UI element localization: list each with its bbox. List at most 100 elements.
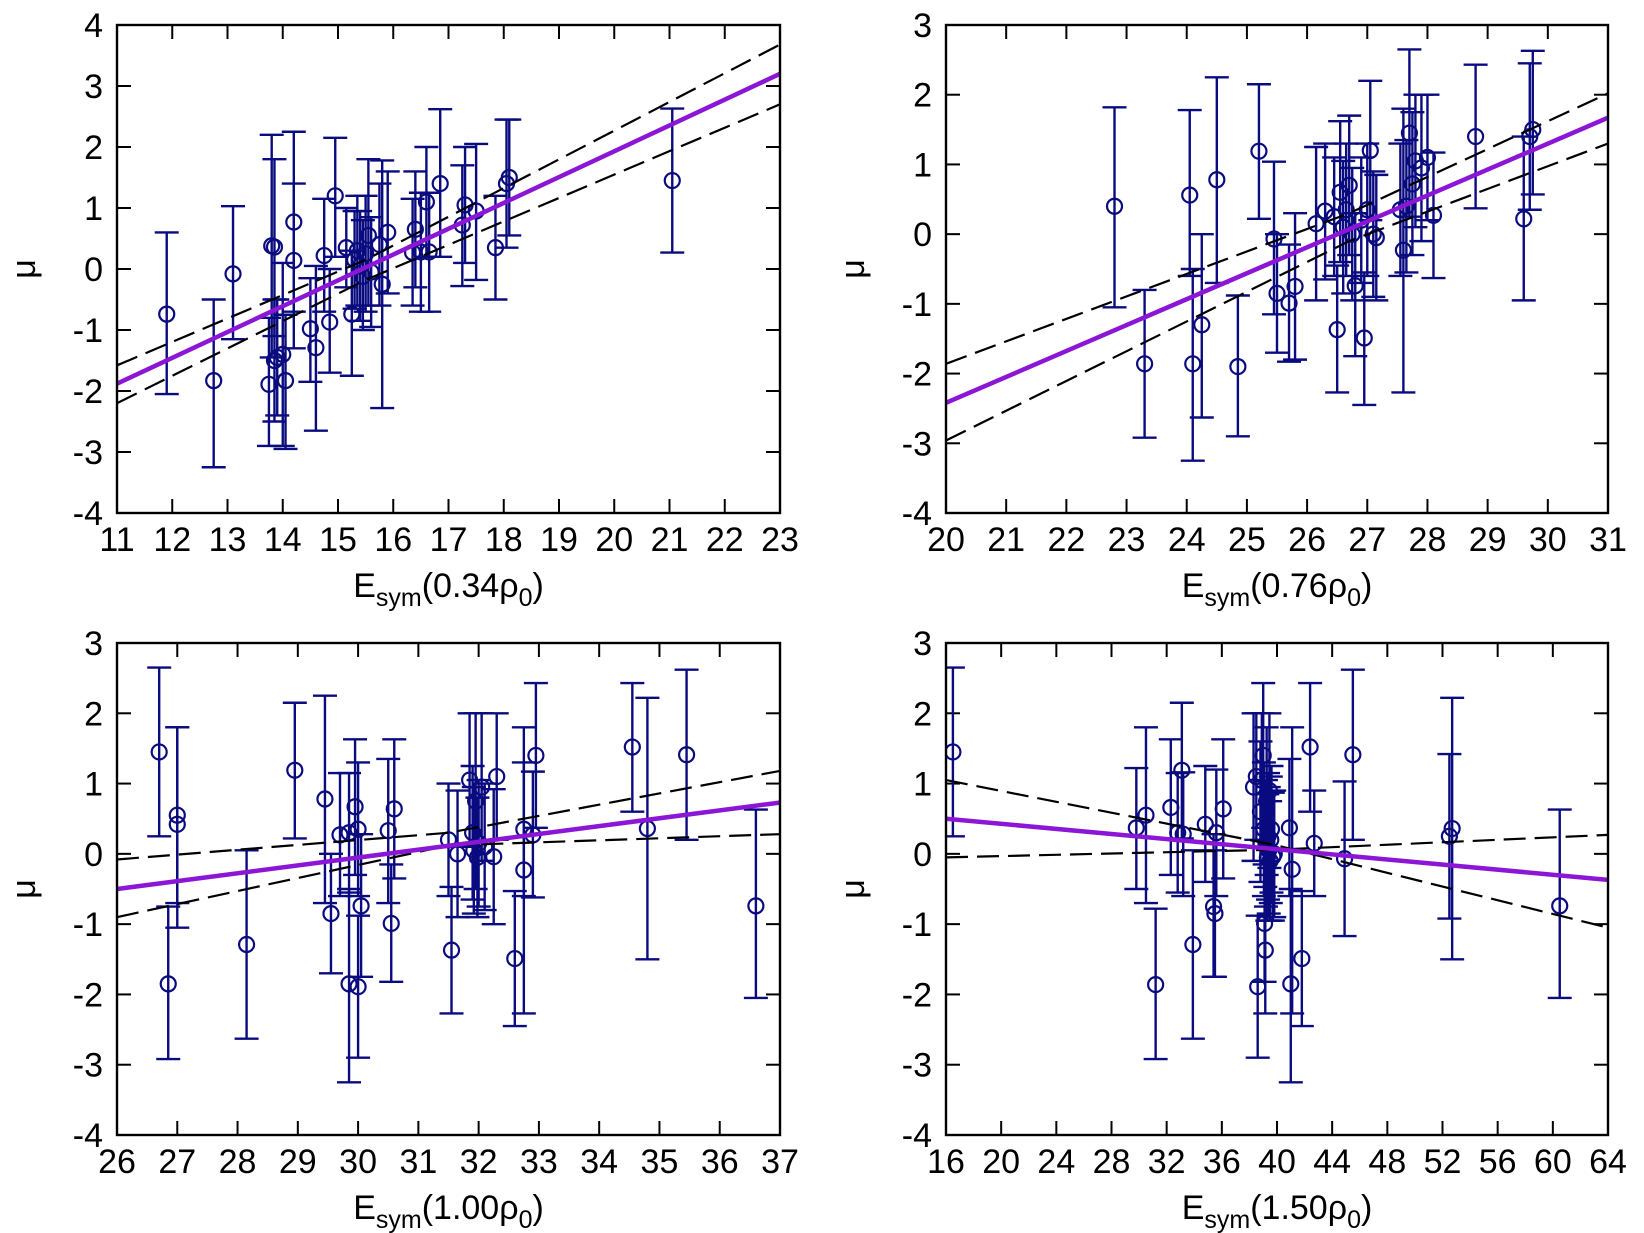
data-point	[1403, 175, 1422, 193]
panel-bottom-right: 16 20 24 28 32 36 40 44 48 52 56 60 64 -4 -3 -2 -1 0 1 2 3 μ E…	[834, 625, 1627, 1233]
data-point	[357, 245, 375, 263]
data-point	[321, 313, 339, 331]
data-point	[159, 975, 177, 993]
x-tick-label: 19	[540, 521, 578, 559]
x-tick-label: 48	[1368, 1143, 1406, 1181]
data-point	[1184, 355, 1202, 373]
data-point	[359, 226, 377, 245]
data-point	[1307, 215, 1325, 233]
y-tick-label: -3	[73, 434, 103, 472]
data-point	[307, 339, 325, 357]
x-tick-label: 27	[1348, 521, 1386, 559]
data-point	[1340, 176, 1358, 194]
y-tick-label: -4	[73, 495, 103, 533]
data-point	[1250, 142, 1268, 160]
y-tick-label: -1	[73, 906, 103, 944]
data-point	[205, 372, 223, 390]
data-point	[286, 761, 304, 779]
data-point	[1316, 202, 1334, 220]
x-axis-label-part: E	[1182, 1189, 1205, 1227]
data-point	[315, 246, 333, 265]
plot-frame	[944, 641, 1610, 1137]
data-point	[1466, 127, 1485, 146]
data-point	[420, 243, 438, 261]
fit-line	[117, 800, 780, 892]
x-tick-label: 30	[339, 1143, 377, 1181]
band-upper-line	[946, 92, 1608, 365]
y-axis-label: μ	[834, 259, 872, 279]
x-axis-label-part: (1.00ρ	[422, 1189, 519, 1227]
x-axis-label-part: 0	[1347, 1206, 1361, 1233]
x-tick-label: 24	[1168, 521, 1206, 559]
data-point	[1265, 845, 1283, 863]
data-point	[1147, 975, 1165, 994]
band-upper-line	[946, 778, 1608, 929]
data-point	[1283, 860, 1301, 878]
x-axis-label-part: (0.76ρ	[1250, 567, 1347, 605]
y-tick-label: -2	[73, 373, 103, 411]
y-tick-label: 4	[84, 7, 103, 45]
x-axis-label-part: 0	[519, 584, 533, 612]
data-point	[1440, 827, 1458, 845]
x-axis-label-part: )	[532, 567, 543, 605]
data-point	[1443, 819, 1461, 838]
x-tick-label: 40	[1258, 1143, 1296, 1181]
data-point	[322, 904, 340, 923]
data-point	[485, 848, 503, 866]
data-point	[1268, 284, 1286, 302]
x-tick-label: 26	[98, 1143, 136, 1181]
panel-top-left: 11 12 13 14 15 16 17 18 19 20 21 22 23-4-3-2-101234μ…	[5, 7, 799, 612]
data-point	[326, 187, 344, 205]
data-point	[385, 800, 403, 818]
x-tick-label: 12	[153, 521, 191, 559]
band-lower-line	[117, 103, 780, 405]
data-point	[1328, 321, 1346, 339]
x-tick-label: 29	[1469, 521, 1507, 559]
x-tick-label: 22	[706, 521, 744, 559]
x-axis-label-part: E	[1182, 567, 1205, 605]
x-axis-label-part: sym	[376, 584, 422, 612]
x-axis-label-part: sym	[1204, 584, 1250, 612]
data-point	[1105, 197, 1124, 215]
y-tick-label: 1	[913, 766, 932, 804]
fit-line	[946, 115, 1608, 405]
y-tick-label: 2	[84, 695, 103, 733]
x-tick-label: 36	[701, 1143, 739, 1181]
data-point	[1418, 148, 1437, 167]
data-point	[1280, 294, 1298, 312]
data-point	[158, 305, 176, 323]
x-axis-label-part: E	[353, 567, 376, 605]
x-tick-label: 27	[158, 1143, 196, 1181]
data-point	[349, 978, 367, 996]
x-tick-label: 35	[641, 1143, 679, 1181]
y-axis-label: μ	[834, 879, 872, 899]
data-point	[677, 746, 696, 764]
data-point	[663, 171, 681, 190]
data-point	[301, 320, 319, 338]
y-tick-label: 0	[84, 836, 103, 874]
x-tick-label: 21	[651, 521, 689, 559]
y-tick-label: 2	[913, 77, 932, 115]
data-point	[406, 220, 424, 238]
plot-frame	[115, 641, 782, 1137]
data-point	[623, 738, 641, 756]
x-tick-label: 36	[1203, 1143, 1241, 1181]
x-tick-label: 31	[399, 1143, 437, 1181]
data-point	[1335, 850, 1354, 868]
band-upper-line	[117, 43, 780, 367]
data-point	[276, 372, 295, 390]
x-tick-label: 25	[1228, 521, 1266, 559]
data-point	[285, 251, 303, 270]
y-tick-label: -1	[902, 286, 932, 324]
y-tick-label: 0	[913, 216, 932, 254]
data-point	[431, 175, 449, 193]
data-point	[379, 822, 397, 840]
data-point	[1337, 201, 1355, 219]
data-point	[500, 168, 518, 187]
x-tick-label: 26	[1288, 521, 1326, 559]
y-tick-label: -3	[73, 1047, 103, 1085]
data-point	[349, 820, 367, 838]
x-axis-label-part: (0.34ρ	[422, 567, 519, 605]
data-point	[237, 935, 256, 954]
